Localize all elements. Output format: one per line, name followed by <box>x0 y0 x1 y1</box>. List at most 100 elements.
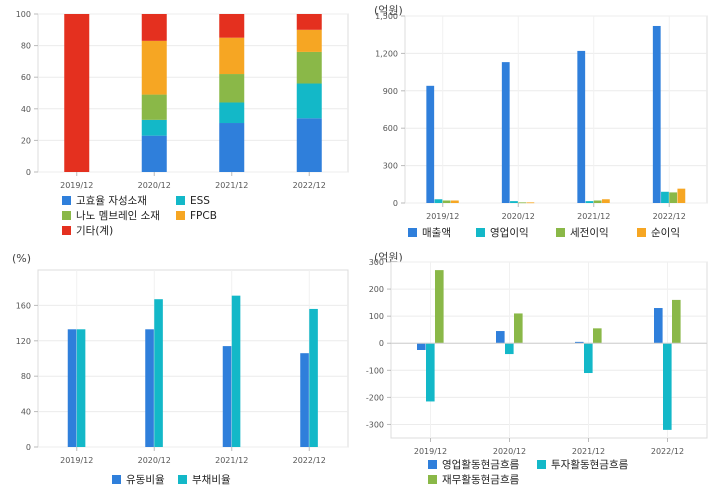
bar <box>677 188 686 203</box>
bar <box>442 200 451 203</box>
y-tick-label: 80 <box>21 42 31 51</box>
x-tick-label: 2022/12 <box>293 456 326 465</box>
bar <box>222 346 232 447</box>
plot-area <box>390 261 708 439</box>
bar <box>518 202 527 204</box>
legend-swatch <box>428 460 437 469</box>
y-tick-label: 0 <box>393 199 398 208</box>
legend-label: 나노 멤브레인 소재 <box>76 210 160 222</box>
bar <box>141 14 167 41</box>
bar <box>219 14 245 38</box>
bar <box>663 343 672 430</box>
legend-label: 세전이익 <box>570 227 609 239</box>
bar <box>296 118 322 172</box>
x-tick-label: 2020/12 <box>138 456 171 465</box>
bar <box>585 201 594 203</box>
bar <box>593 200 602 203</box>
bar <box>309 308 318 447</box>
bar <box>145 329 154 447</box>
x-tick-label: 2021/12 <box>215 181 248 190</box>
y-tick-label: 40 <box>21 408 31 417</box>
unit-label: (억원) <box>374 251 403 264</box>
legend: 유동비율 부채비율 <box>112 474 231 486</box>
legend-swatch <box>556 228 565 237</box>
bar <box>296 83 322 119</box>
y-tick-label: 300 <box>369 258 384 267</box>
bar <box>141 40 167 95</box>
bar <box>652 25 661 204</box>
legend-label: 매출액 <box>422 227 451 239</box>
x-tick-label: 2021/12 <box>577 212 610 221</box>
y-tick-label: 120 <box>16 337 31 346</box>
bar <box>417 343 426 350</box>
legend-swatch <box>637 228 646 237</box>
legend-label: 고효율 자성소재 <box>76 195 147 207</box>
bar <box>67 329 77 447</box>
y-tick-label: -200 <box>366 393 384 402</box>
plot-area <box>37 269 349 448</box>
bar <box>219 74 245 103</box>
bar <box>496 331 505 344</box>
y-tick-label: 0 <box>26 168 31 177</box>
bar <box>141 94 167 120</box>
y-tick-label: 20 <box>21 136 31 145</box>
bar <box>661 191 669 203</box>
legend-swatch <box>178 475 187 484</box>
legend-swatch <box>428 475 437 484</box>
legend-swatch <box>62 196 71 205</box>
bar <box>577 50 586 204</box>
bar <box>501 62 510 204</box>
legend-label: 순이익 <box>651 227 680 239</box>
y-tick-label: 100 <box>369 312 384 321</box>
legend: 매출액 영업이익 세전이익 순이익 <box>408 226 680 239</box>
unit-label: (억원) <box>374 4 403 17</box>
bar <box>654 308 663 344</box>
plot-area <box>37 13 349 173</box>
bar <box>219 123 245 172</box>
bar <box>231 295 241 447</box>
bar <box>434 199 443 203</box>
x-tick-label: 2019/12 <box>60 456 93 465</box>
legend-label: 부채비율 <box>192 474 231 486</box>
y-tick-label: 40 <box>21 105 31 114</box>
legend-swatch <box>408 228 417 237</box>
bars <box>417 270 681 430</box>
y-tick-label: 1,500 <box>375 12 398 21</box>
bar <box>141 135 167 172</box>
chart-income: (억원) 0 300 600 900 1,200 1,500 2019/12 2020/12 20… <box>374 4 708 239</box>
bar <box>450 200 459 203</box>
legend-label: 재무활동현금흐름 <box>442 473 520 486</box>
bar <box>505 343 514 355</box>
x-tick-label: 2021/12 <box>572 447 605 456</box>
bar <box>219 37 245 75</box>
x-tick-label: 2020/12 <box>138 181 171 190</box>
bar <box>426 85 435 203</box>
legend-swatch <box>537 460 546 469</box>
y-tick-label: 0 <box>26 443 31 452</box>
x-tick-label: 2019/12 <box>426 212 459 221</box>
y-tick-label: 60 <box>21 73 31 82</box>
legend-swatch <box>62 226 71 235</box>
bar <box>426 343 435 402</box>
bar <box>300 353 309 447</box>
bar <box>669 192 678 203</box>
x-tick-label: 2020/12 <box>502 212 535 221</box>
legend: 고효율 자성소재 ESS 나노 멤브레인 소재 FPCB 기타(계) <box>62 195 217 237</box>
bar <box>435 270 444 344</box>
legend-label: FPCB <box>190 210 217 222</box>
bar <box>141 119 167 136</box>
x-tick-label: 2022/12 <box>651 447 684 456</box>
unit-label: (%) <box>12 252 31 265</box>
y-tick-label: 900 <box>383 87 398 96</box>
y-tick-label: 100 <box>16 10 31 19</box>
bar <box>154 299 163 447</box>
legend-label: ESS <box>190 195 210 207</box>
bars <box>64 14 322 172</box>
x-tick-label: 2019/12 <box>414 447 447 456</box>
bar <box>575 341 584 344</box>
legend-swatch <box>112 475 121 484</box>
bar <box>593 328 602 344</box>
chart-composition: 0 20 40 60 80 100 2019/12 2020/12 2021/12 2022/12… <box>16 10 349 237</box>
